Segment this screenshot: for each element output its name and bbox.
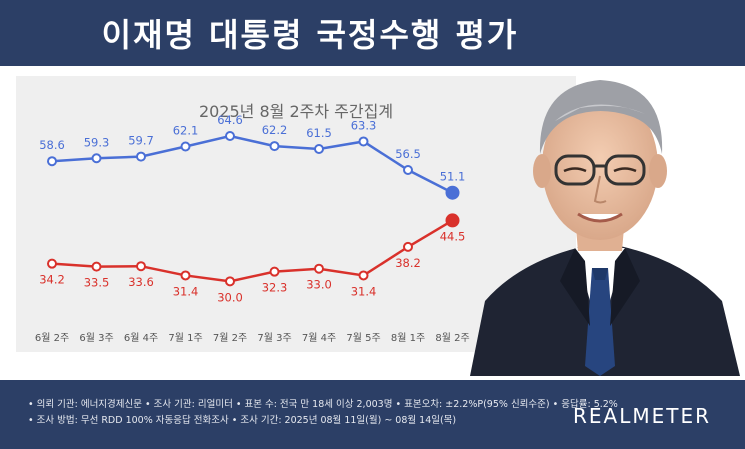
x-tick-label: 6월 3주 — [79, 332, 113, 344]
series-0-point — [180, 141, 191, 152]
series-0-data-label: 59.3 — [84, 135, 110, 149]
series-0-point — [91, 153, 102, 164]
series-0-data-label: 56.5 — [395, 147, 421, 161]
brand-logo: REALMETER — [573, 404, 711, 428]
x-tick-label: 6월 4주 — [124, 332, 158, 344]
series-1-data-label: 38.2 — [395, 256, 421, 270]
series-1-point — [225, 276, 235, 287]
series-1-data-label: 31.4 — [351, 284, 377, 298]
footer-banner: • 의뢰 기관: 에너지경제신문 • 조사 기관: 리얼미터 • 표본 수: 전… — [0, 380, 745, 449]
x-tick-label: 7월 1주 — [168, 332, 202, 344]
series-0-data-label: 62.2 — [262, 123, 288, 137]
series-0-data-label: 63.3 — [351, 118, 377, 132]
series-1-point — [180, 270, 191, 281]
x-tick-label: 7월 3주 — [257, 332, 291, 344]
series-1-point — [91, 261, 102, 272]
chart-subtitle: 2025년 8월 2주차 주간집계 — [198, 102, 394, 121]
x-tick-label: 7월 4주 — [302, 332, 336, 344]
header-banner: 이재명 대통령 국정수행 평가 — [0, 0, 745, 66]
x-tick-label: 8월 1주 — [391, 332, 425, 344]
series-1-point — [136, 261, 146, 272]
line-chart: 58.6 59.3 59.7 62.1 64.6 62.2 61.5 63.3 56.5 51.1… — [35, 113, 470, 344]
series-0-data-label: 61.5 — [306, 126, 332, 140]
series-1-data-label: 34.2 — [39, 273, 65, 287]
series-0-data-label: 58.6 — [39, 138, 65, 152]
series-0-point — [314, 144, 324, 155]
x-tick-label: 7월 2주 — [213, 332, 247, 344]
series-0-point — [403, 165, 413, 176]
series-1-data-label: 33.5 — [84, 276, 110, 290]
series-1-data-label: 32.3 — [262, 281, 288, 295]
series-1-data-label: 31.4 — [173, 284, 199, 298]
series-0-data-label: 59.7 — [128, 134, 154, 148]
series-0-point — [225, 131, 235, 141]
page-title: 이재명 대통령 국정수행 평가 — [101, 16, 519, 54]
president-portrait — [470, 80, 740, 376]
series-1-point — [445, 213, 460, 228]
series-0-point — [358, 136, 369, 147]
x-tick-label: 6월 2주 — [35, 332, 69, 344]
series-1-point — [269, 266, 280, 277]
survey-info-line-2: • 조사 방법: 무선 RDD 100% 자동응답 전화조사 • 조사 기간: … — [28, 415, 457, 426]
series-1-line — [51, 219, 454, 283]
series-1-point — [47, 258, 57, 269]
series-0-point — [47, 156, 57, 167]
series-0-data-label: 62.1 — [173, 124, 199, 138]
x-tick-label: 7월 5주 — [346, 332, 380, 344]
series-1-point — [358, 270, 369, 281]
series-0-line — [51, 134, 454, 194]
series-1-data-label: 33.6 — [128, 275, 154, 289]
series-1-point — [314, 263, 324, 274]
series-0-data-label: 51.1 — [440, 170, 466, 184]
series-0-point — [269, 141, 280, 152]
series-1-data-label: 44.5 — [440, 229, 466, 243]
x-tick-label: 8월 2주 — [435, 332, 469, 344]
series-1-data-label: 33.0 — [306, 278, 332, 292]
series-0-point — [136, 151, 146, 162]
series-1-data-label: 30.0 — [217, 290, 243, 304]
chart-panel: 2025년 8월 2주차 주간집계 58.6 59.3 59.7 62.1 64.6 62… — [16, 76, 576, 352]
survey-info-line-1: • 의뢰 기관: 에너지경제신문 • 조사 기관: 리얼미터 • 표본 수: 전… — [28, 399, 618, 410]
series-0-point — [445, 185, 460, 200]
series-1-point — [403, 241, 413, 252]
series-0-data-label: 64.6 — [217, 113, 243, 127]
